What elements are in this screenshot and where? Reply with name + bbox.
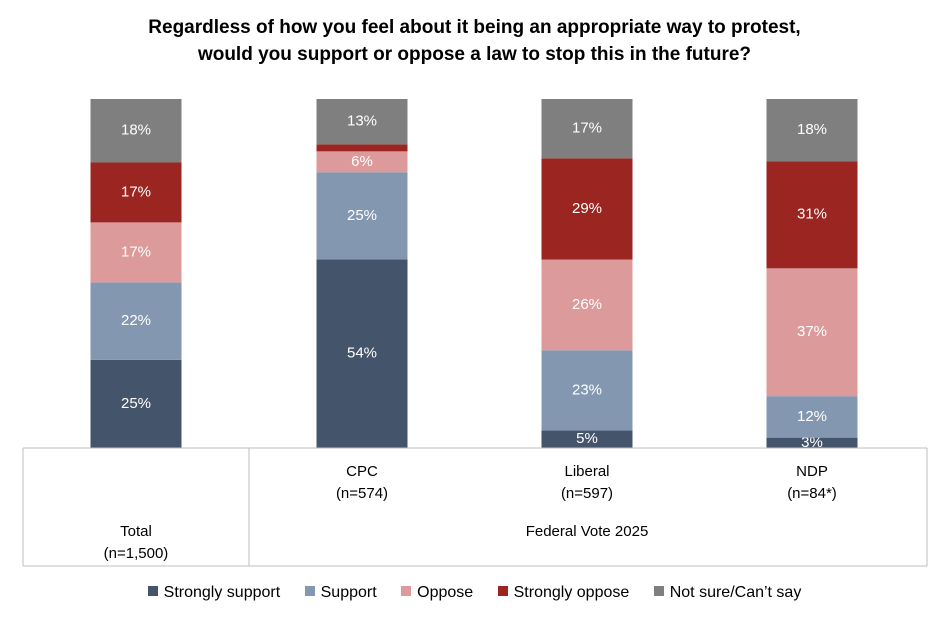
legend-item-support: Support (304, 584, 377, 602)
category-table-lines (22, 447, 928, 567)
bar-segment-liberal-strongly-oppose (541, 158, 633, 260)
data-label: 18% (797, 121, 827, 138)
legend-label: Not sure/Can’t say (669, 584, 802, 601)
legend-swatch (304, 586, 315, 596)
bar-segment-liberal-oppose (541, 259, 633, 351)
data-label: 25% (347, 207, 377, 224)
bar-segment-ndp-not-sure-can-t-say (766, 99, 858, 162)
bar-segment-liberal-not-sure-can-t-say (541, 99, 633, 159)
data-label: 3% (801, 434, 823, 451)
legend-label: Oppose (417, 584, 474, 601)
bar-segment-liberal-strongly-support (541, 430, 633, 448)
data-label: 17% (572, 120, 602, 137)
category-name: Liberal (564, 463, 610, 480)
data-label: 6% (351, 153, 373, 170)
bar-segment-total-strongly-support (90, 359, 182, 448)
bar-segment-ndp-support (766, 396, 858, 438)
bar-segment-cpc-strongly-oppose (316, 144, 408, 152)
bar-segment-cpc-oppose (316, 151, 408, 173)
legend-swatch (653, 586, 664, 596)
category-label-total: Total (n=1,500) (86, 521, 186, 565)
data-label: 22% (121, 312, 151, 329)
category-n: (n=574) (335, 485, 389, 502)
category-label-liberal: Liberal (n=597) (537, 461, 637, 505)
bar-segment-ndp-strongly-support (766, 437, 858, 448)
bar-segment-liberal-support (541, 350, 633, 431)
bar-segment-ndp-strongly-oppose (766, 161, 858, 269)
data-label: 18% (121, 122, 151, 139)
bar-segment-total-oppose (90, 222, 182, 283)
category-label-ndp: NDP (n=84*) (762, 461, 862, 505)
data-label: 17% (121, 243, 151, 260)
data-label: 5% (576, 430, 598, 447)
category-n: (n=1,500) (103, 545, 169, 562)
bars-layer: 25% 22% 17% 17% 18% 54% 25% 6% 13% 5% 23% 26% 29% 17%… (90, 99, 858, 451)
data-label: 17% (121, 183, 151, 200)
legend-item-strongly-support: Strongly support (147, 584, 281, 602)
data-label: 26% (572, 296, 602, 313)
data-label: 29% (572, 200, 602, 217)
legend-item-strongly-oppose: Strongly oppose (497, 584, 630, 602)
legend-label: Strongly support (163, 584, 281, 601)
data-label: 31% (797, 206, 827, 223)
bar-segment-total-strongly-oppose (90, 162, 182, 223)
data-label: 37% (797, 323, 827, 340)
bar-segment-cpc-not-sure-can-t-say (316, 99, 408, 145)
chart-title: Regardless of how you feel about it bein… (0, 14, 949, 68)
category-name: NDP (796, 463, 828, 480)
category-label-cpc: CPC (n=574) (312, 461, 412, 505)
bar-segment-cpc-strongly-support (316, 259, 408, 448)
legend: Strongly support Support Oppose Strongly… (0, 584, 949, 602)
bar-segment-total-support (90, 282, 182, 360)
bar-segment-ndp-oppose (766, 268, 858, 397)
legend-label: Strongly oppose (513, 584, 630, 601)
legend-item-not-sure: Not sure/Can’t say (653, 584, 802, 602)
data-label: 13% (347, 113, 377, 130)
legend-swatch (147, 586, 158, 596)
category-n: (n=84*) (787, 485, 837, 502)
data-label: 25% (121, 395, 151, 412)
legend-item-oppose: Oppose (401, 584, 473, 602)
data-label: 23% (572, 381, 602, 398)
legend-swatch (401, 586, 412, 596)
category-name: CPC (346, 463, 378, 480)
legend-label: Support (320, 584, 377, 601)
bar-segment-total-not-sure-can-t-say (90, 99, 182, 163)
chart-title-line-1: Regardless of how you feel about it bein… (148, 17, 801, 38)
data-label: 12% (797, 408, 827, 425)
chart-title-line-2: would you support or oppose a law to sto… (197, 44, 752, 65)
category-name: Total (120, 523, 152, 540)
group-label: Federal Vote 2025 (525, 523, 649, 540)
data-label: 54% (347, 345, 377, 362)
bar-segment-cpc-support (316, 172, 408, 260)
legend-swatch (497, 586, 508, 596)
category-n: (n=597) (560, 485, 614, 502)
